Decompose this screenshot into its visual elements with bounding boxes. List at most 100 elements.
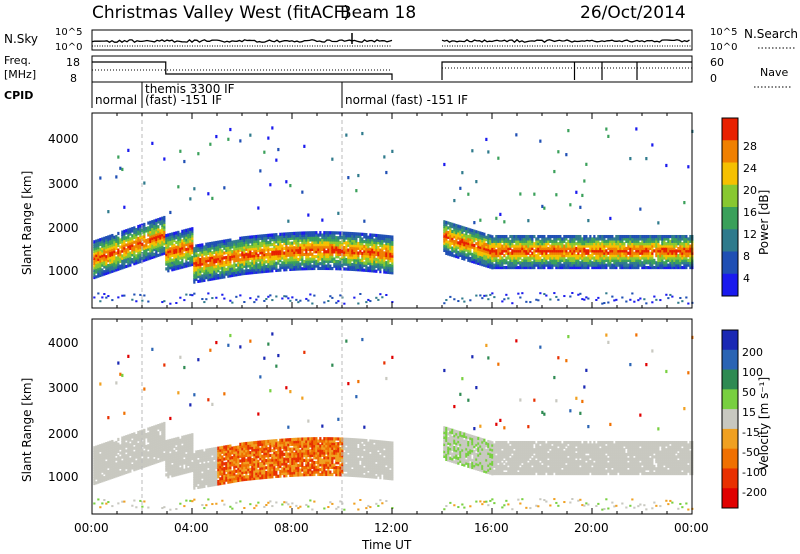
velocity-cell	[107, 460, 110, 464]
power-cell	[161, 235, 164, 239]
power-cell	[645, 261, 648, 265]
power-cell	[459, 239, 462, 243]
velocity-cell	[97, 478, 100, 482]
velocity-cell	[173, 454, 176, 458]
power-cell	[543, 206, 546, 210]
power-cell	[131, 248, 134, 252]
power-cell	[457, 231, 460, 235]
power-cell	[339, 260, 342, 264]
power-cell	[301, 236, 304, 240]
power-cell	[651, 301, 654, 304]
power-cell	[265, 241, 268, 245]
power-cell	[287, 253, 290, 257]
power-cell	[219, 259, 222, 263]
power-cell	[143, 251, 146, 255]
velocity-cell	[173, 440, 176, 444]
power-cell	[281, 297, 284, 300]
velocity-cell	[123, 459, 126, 463]
velocity-cell	[115, 467, 118, 471]
power-cell	[529, 301, 532, 304]
power-cell	[385, 239, 388, 243]
power-cell	[109, 263, 112, 267]
power-cell	[635, 254, 638, 258]
power-cell	[573, 256, 576, 260]
velocity-cell	[179, 469, 182, 473]
power-cell	[105, 250, 108, 254]
velocity-cell	[149, 436, 152, 440]
power-cell	[111, 241, 114, 245]
power-cell	[173, 238, 176, 243]
power-cell	[363, 249, 366, 253]
velocity-cell	[125, 463, 128, 467]
velocity-cell	[101, 460, 104, 464]
power-cell	[175, 248, 178, 252]
velocity-cell	[121, 462, 124, 466]
power-cell	[487, 245, 490, 250]
power-cell	[159, 238, 162, 242]
power-cell	[137, 224, 140, 229]
power-cell	[367, 266, 370, 270]
power-cell	[187, 256, 190, 261]
power-cell	[557, 237, 560, 241]
power-cell	[357, 263, 360, 267]
power-cell	[271, 252, 274, 256]
power-cell	[343, 248, 346, 252]
power-cell	[261, 248, 264, 252]
velocity-cell	[97, 459, 100, 463]
power-cell	[267, 240, 270, 245]
power-cell	[491, 254, 494, 258]
power-cell	[219, 273, 222, 277]
velocity-cell	[167, 475, 170, 479]
velocity-cell	[147, 444, 150, 448]
power-cell	[313, 264, 316, 268]
power-cell	[225, 241, 228, 245]
power-cell	[625, 265, 628, 270]
power-cell	[665, 163, 668, 168]
power-cell	[257, 249, 260, 253]
power-cell	[375, 236, 378, 240]
power-cell	[359, 244, 362, 248]
power-cell	[671, 258, 674, 263]
power-cell	[151, 224, 154, 229]
velocity-cell	[187, 441, 190, 445]
velocity-cell	[203, 475, 206, 479]
power-cell	[211, 270, 214, 274]
power-cell	[491, 292, 494, 295]
velocity-cell	[115, 450, 118, 454]
power-cell	[639, 244, 642, 248]
power-cell	[329, 247, 332, 252]
power-cell	[273, 259, 276, 263]
velocity-cell	[139, 461, 142, 465]
power-cell	[563, 249, 566, 253]
power-cell	[347, 236, 350, 240]
power-cell	[449, 236, 452, 240]
power-cell	[319, 250, 322, 254]
power-cell	[121, 256, 124, 260]
power-cell	[665, 249, 668, 253]
power-cell	[659, 261, 662, 265]
power-cell	[131, 250, 134, 255]
power-cell	[489, 265, 492, 269]
power-cell	[243, 245, 246, 249]
power-cell	[569, 239, 572, 243]
power-cell	[205, 245, 208, 249]
power-cell	[297, 238, 300, 242]
power-cell	[375, 245, 378, 250]
power-cell	[103, 260, 106, 264]
power-cell	[327, 243, 330, 247]
power-cell	[533, 256, 536, 260]
power-cell	[515, 239, 518, 243]
power-cell	[451, 253, 454, 257]
power-cell	[577, 293, 580, 296]
power-cell	[161, 223, 164, 227]
power-cell	[661, 256, 664, 260]
power-cell	[491, 266, 494, 270]
power-cell	[631, 258, 634, 263]
power-cell	[537, 239, 540, 243]
power-cell	[501, 256, 504, 260]
velocity-cell	[179, 472, 182, 476]
power-cell	[331, 231, 334, 235]
power-cell	[561, 237, 564, 241]
velocity-cell	[111, 466, 114, 470]
power-ytick-4000: 4000	[48, 132, 79, 146]
